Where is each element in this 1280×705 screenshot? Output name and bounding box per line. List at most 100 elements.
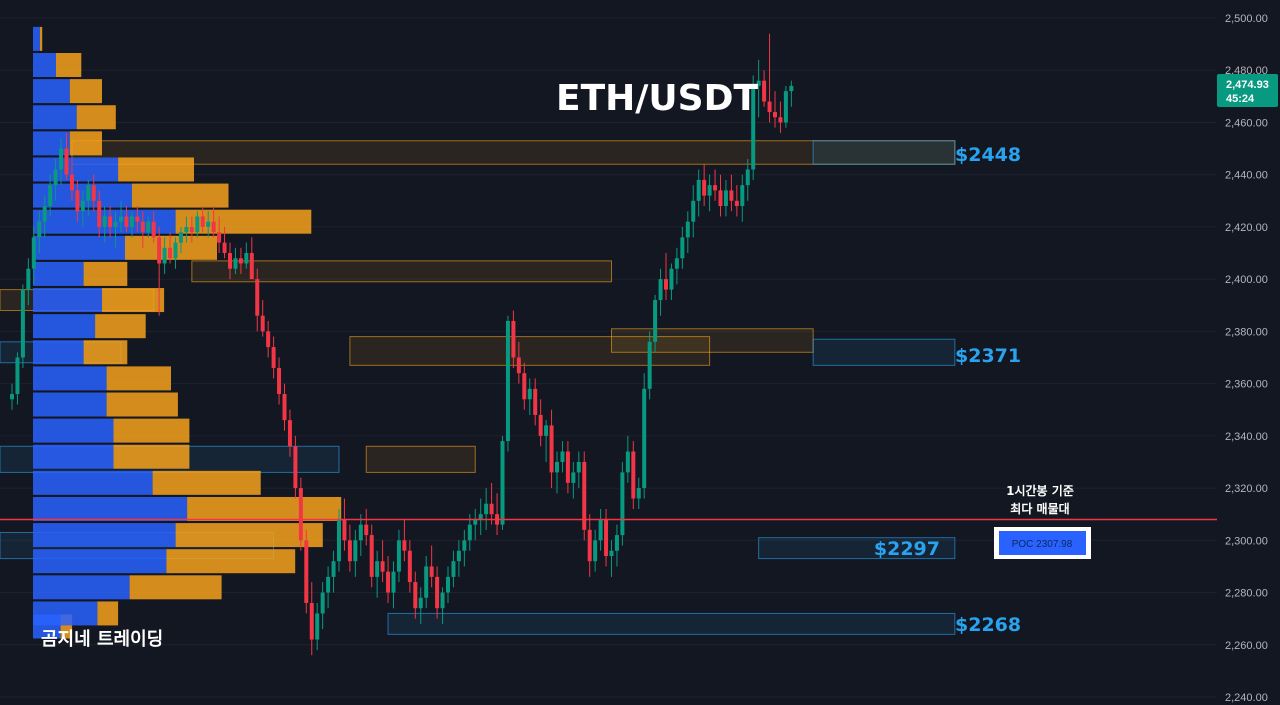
candle-body <box>473 519 478 525</box>
price-tick-label: 2,380.00 <box>1225 326 1268 338</box>
candle-body <box>467 524 472 541</box>
current-price-badge: 2,474.93 45:24 <box>1217 74 1278 107</box>
candle-body <box>86 185 91 201</box>
candle-body <box>680 237 685 259</box>
volume-profile <box>33 26 342 639</box>
volume-profile-buy-bar <box>33 105 77 130</box>
candle-body <box>729 190 734 201</box>
candle-body <box>413 582 418 609</box>
price-zone <box>191 260 612 283</box>
candle-body <box>669 268 674 290</box>
price-tick-label: 2,320.00 <box>1225 483 1268 495</box>
candle-body <box>511 320 516 358</box>
poc-note-line1: 1시간봉 기준 <box>1006 483 1074 498</box>
candle-body <box>304 540 309 603</box>
candle-body <box>778 117 783 123</box>
volume-profile-buy-bar <box>33 261 84 286</box>
candle-body <box>353 540 358 562</box>
volume-profile-buy-bar <box>33 131 70 156</box>
candle-body <box>364 524 369 536</box>
candle-body <box>489 503 494 515</box>
price-tick-label: 2,280.00 <box>1225 588 1268 600</box>
candle-body <box>560 451 565 462</box>
candle-body <box>593 540 598 562</box>
volume-profile-buy-bar <box>33 366 107 391</box>
candle-body <box>184 226 189 233</box>
poc-badge[interactable]: POC 2307.98 <box>994 527 1091 559</box>
candle-body <box>10 394 14 400</box>
candle-body <box>446 576 450 593</box>
poc-badge-label: POC 2307.98 <box>1012 539 1073 550</box>
volume-profile-buy-bar <box>33 392 107 417</box>
price-tick-label: 2,240.00 <box>1225 692 1268 704</box>
candle-body <box>266 331 271 348</box>
candle-body <box>260 315 265 332</box>
level-label: $2268 <box>955 614 1021 636</box>
candle-body <box>527 388 532 400</box>
candle-body <box>505 320 510 442</box>
candle-body <box>108 216 113 227</box>
volume-profile-sell-bar <box>56 53 82 78</box>
price-tick-label: 2,420.00 <box>1225 222 1268 234</box>
candles <box>10 33 794 656</box>
level-label: $2371 <box>955 345 1021 367</box>
volume-profile-buy-bar <box>33 235 125 260</box>
candle-body <box>80 200 85 212</box>
candle-body <box>277 367 282 395</box>
level-label: $2297 <box>874 538 940 560</box>
candle-body <box>162 247 167 264</box>
candle-body <box>789 85 794 92</box>
candle-body <box>326 576 331 593</box>
volume-profile-sell-bar <box>187 496 342 521</box>
candle-body <box>462 540 467 551</box>
candle-body <box>783 91 788 123</box>
volume-profile-sell-bar <box>113 444 190 469</box>
candle-body <box>119 216 123 222</box>
candle-body <box>685 221 690 238</box>
candle-body <box>516 357 521 374</box>
volume-profile-sell-bar <box>125 235 217 260</box>
candle-body <box>331 561 336 577</box>
candle-body <box>642 388 647 489</box>
candle-body <box>42 206 47 222</box>
candle-body <box>20 289 25 358</box>
price-tick-label: 2,400.00 <box>1225 274 1268 286</box>
candle-body <box>157 237 162 264</box>
candle-body <box>658 279 663 301</box>
price-axis[interactable]: 2,240.00 2,260.00 2,280.00 2,300.00 2,320.00… <box>1225 13 1268 704</box>
candle-body <box>380 561 385 572</box>
level-label: $2448 <box>955 144 1021 166</box>
candle-body <box>320 592 325 614</box>
candle-body <box>75 190 80 212</box>
poc-badge-fill <box>999 531 1086 555</box>
price-tick-label: 2,300.00 <box>1225 535 1268 547</box>
candle-body <box>178 232 183 243</box>
volume-profile-sell-bar <box>118 157 194 182</box>
candle-body <box>189 226 194 233</box>
volume-profile-buy-bar <box>33 496 188 521</box>
volume-profile-buy-bar <box>33 53 56 78</box>
price-tick-label: 2,500.00 <box>1225 13 1268 25</box>
candle-body <box>228 253 232 269</box>
candle-body <box>751 85 756 170</box>
candle-body <box>440 592 445 609</box>
candle-body <box>653 300 658 342</box>
candle-body <box>222 242 227 254</box>
candle-body <box>48 185 53 207</box>
volume-profile-buy-bar <box>33 26 40 51</box>
candle-body <box>587 529 592 562</box>
volume-profile-sell-bar <box>106 366 171 391</box>
candle-body <box>451 561 456 577</box>
candle-body <box>707 185 712 196</box>
candle-body <box>522 373 527 400</box>
volume-profile-sell-bar <box>102 288 165 313</box>
candle-body <box>287 420 292 447</box>
volume-profile-buy-bar <box>33 288 102 313</box>
candle-body <box>173 242 178 259</box>
candle-body <box>195 216 200 233</box>
volume-profile-sell-bar <box>131 183 229 208</box>
candle-body <box>533 388 538 415</box>
candle-body <box>576 461 581 473</box>
candle-body <box>140 221 145 233</box>
